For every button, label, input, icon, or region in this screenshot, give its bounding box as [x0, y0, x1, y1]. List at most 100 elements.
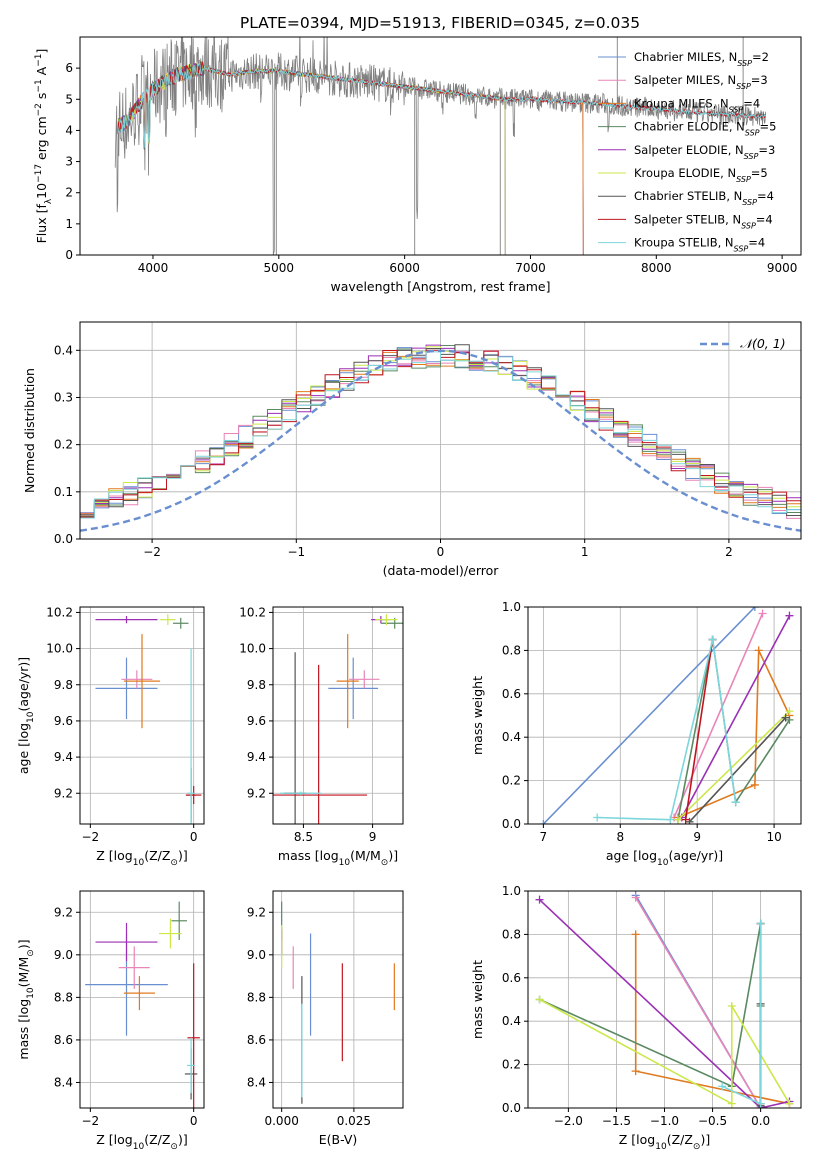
legend-entry: Kroupa ELODIE, NSSP=5	[634, 166, 768, 184]
x-tick-label: −1.5	[602, 1114, 631, 1128]
legend-entry: Salpeter MILES, NSSP=3	[634, 73, 768, 91]
y-tick-label: 10.0	[239, 642, 266, 656]
weight-marker	[731, 798, 740, 807]
y-tick-label: 0.2	[54, 438, 73, 452]
legend-nssp: =4	[748, 236, 765, 250]
y-tick-label: 0.0	[502, 817, 521, 831]
axes-frame	[79, 606, 205, 825]
model-spectrum-kroupa-stelib	[117, 60, 766, 149]
x-axis-label-part: 10	[133, 858, 145, 868]
x-axis-label: mass [log10(M/M⊙)]	[278, 848, 398, 868]
mass-vs-ebv-panel: 0.000 0.025 8.4 8.6 8.8 9.0 9.2 E(B-V)	[247, 890, 404, 1147]
x-tick-label: −2	[81, 1114, 99, 1128]
y-tick-label: 1.0	[502, 600, 521, 614]
axes-frame	[527, 606, 802, 825]
y-tick-label: 9.6	[247, 714, 266, 728]
x-axis-label-part: mass [log	[278, 848, 339, 863]
normal-curve	[80, 349, 801, 532]
x-tick-label: −1	[287, 545, 305, 559]
y-tick-label: 8.4	[54, 1075, 73, 1089]
y-tick-label: 9.8	[247, 678, 266, 692]
y-tick-label: 8.4	[247, 1075, 266, 1089]
y-axis-label: age [log10(age/yr)]	[16, 657, 36, 774]
x-axis-label-part: )]	[178, 1132, 188, 1147]
x-axis-label-part: (Z/Z	[667, 1132, 693, 1147]
x-tick-label: 0	[190, 830, 198, 844]
x-tick-label: 7000	[515, 261, 546, 275]
axes-frame	[272, 606, 404, 825]
x-axis-label-part: Z [log	[96, 1132, 132, 1147]
weight-series	[673, 613, 764, 818]
weight-marker	[539, 820, 548, 824]
weight-vs-Z-panel: −2.0 −1.5 −1.0 −0.5 0.0 0.0 0.2 0.4 0.6 0.8 1.0 Z […	[470, 884, 802, 1152]
y-tick-label: 9.6	[54, 714, 73, 728]
hist-plot	[80, 344, 801, 532]
y-axis-label-part: λ	[44, 198, 54, 204]
legend-sub: SSP	[736, 82, 751, 91]
x-tick-label: 0	[190, 1114, 198, 1128]
legend-name: Chabrier MILES, N	[634, 50, 737, 64]
y-tick-label: 9.2	[247, 786, 266, 800]
legend-sub: SSP	[744, 151, 759, 160]
legend-entry: 𝒩(0, 1)	[740, 336, 786, 351]
weight-marker	[593, 813, 602, 822]
weight-marker	[631, 930, 640, 939]
x-axis-label-part: )]	[388, 848, 398, 863]
y-axis-label-part: s	[34, 93, 49, 104]
y-axis-label-part: 10	[26, 711, 36, 723]
weight-plot	[539, 607, 794, 824]
x-tick-label: −2	[143, 545, 161, 559]
x-tick-label: −1.0	[650, 1114, 679, 1128]
x-tick-label: 0	[437, 545, 445, 559]
y-tick-label: 8.6	[54, 1033, 73, 1047]
y-axis-label: mass [log10(M/M⊙)]	[16, 939, 36, 1059]
age-vs-Z-panel: −2 09.29.49.69.810.010.2Z [log10(Z/Z⊙)]ag…	[16, 605, 205, 868]
weight-marker	[785, 611, 794, 620]
x-axis-label-part: (M/M	[350, 848, 381, 863]
y-axis-label-part: age [log	[16, 723, 31, 774]
x-axis-label-part: )]	[178, 848, 188, 863]
weight-marker	[535, 895, 544, 904]
legend-nssp: =3	[751, 73, 768, 87]
x-tick-label: 5000	[264, 261, 295, 275]
y-axis-label: mass weight	[470, 676, 485, 755]
mass-vs-Z-panel: −2 08.48.68.89.09.2Z [log10(Z/Z⊙)]mass [l…	[16, 890, 205, 1152]
y-tick-label: 9.0	[54, 948, 73, 962]
x-axis-label-part: 10	[655, 1142, 667, 1152]
legend-sub: SSP	[742, 198, 757, 207]
axes-frame	[79, 36, 802, 256]
x-tick-label: 4000	[138, 261, 169, 275]
y-axis-label-part: 10	[26, 987, 36, 999]
y-axis-label: Normed distribution	[22, 368, 37, 493]
x-axis-label-part: (age/yr)]	[668, 848, 723, 863]
y-tick-label: 10.0	[46, 642, 73, 656]
legend-sub: SSP	[741, 221, 756, 230]
x-axis-label-part: age [log	[606, 848, 657, 863]
weight-marker	[758, 609, 767, 618]
y-axis-label-part: ]	[34, 49, 49, 54]
weight-marker	[718, 1082, 727, 1091]
weight-marker	[666, 815, 675, 824]
legend-sub: SSP	[736, 175, 751, 184]
weight-series	[684, 639, 714, 820]
legend-name: Salpeter MILES, N	[634, 73, 736, 87]
y-tick-label: 9.4	[54, 750, 73, 764]
legend-sub: SSP	[737, 59, 752, 68]
y-tick-label: 10.2	[239, 605, 266, 619]
x-tick-label: 1	[581, 545, 589, 559]
residual-histogram	[80, 351, 801, 524]
x-axis-label: wavelength [Angstrom, rest frame]	[330, 279, 550, 294]
y-tick-label: 5	[65, 92, 73, 106]
legend-nssp: =5	[751, 166, 768, 180]
weight-marker	[750, 607, 759, 611]
x-axis-label-part: (Z/Z	[144, 1132, 170, 1147]
weight-series	[677, 650, 791, 819]
x-tick-label: 8.5	[294, 830, 313, 844]
legend-entry: Chabrier ELODIE, NSSP=5	[634, 120, 776, 138]
weight-series	[681, 615, 791, 818]
weight-marker	[754, 646, 763, 655]
y-tick-label: 1.0	[502, 884, 521, 898]
y-axis-label-part: −17	[34, 164, 44, 183]
y-tick-label: 0.3	[54, 390, 73, 404]
